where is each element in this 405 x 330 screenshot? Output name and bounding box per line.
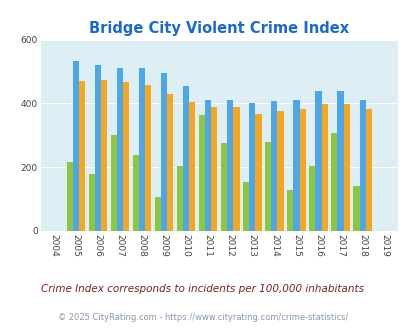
Bar (161, 73, 167, 231)
Bar (249, 103, 255, 231)
Bar (277, 111, 283, 231)
Bar (321, 104, 327, 231)
Bar (255, 114, 261, 231)
Bar (95, 65, 101, 231)
Bar (101, 80, 107, 231)
Bar (132, 155, 139, 231)
Bar (117, 68, 123, 231)
Bar (299, 109, 305, 231)
Bar (177, 166, 183, 231)
Bar (352, 186, 358, 231)
Bar (88, 174, 95, 231)
Bar (111, 135, 117, 231)
Bar (79, 81, 85, 231)
Bar (183, 86, 189, 231)
Bar (233, 107, 239, 231)
Title: Bridge City Violent Crime Index: Bridge City Violent Crime Index (89, 21, 348, 36)
Bar (271, 101, 277, 231)
Bar (293, 100, 299, 231)
Bar (286, 190, 293, 231)
Text: © 2025 CityRating.com - https://www.cityrating.com/crime-statistics/: © 2025 CityRating.com - https://www.city… (58, 313, 347, 322)
Bar (365, 109, 371, 231)
Bar (167, 94, 173, 231)
Bar (337, 91, 343, 231)
Bar (315, 91, 321, 231)
Bar (343, 104, 349, 231)
Bar (139, 68, 145, 231)
Bar (211, 107, 217, 231)
Bar (309, 166, 315, 231)
Bar (198, 115, 205, 231)
Bar (205, 100, 211, 231)
Bar (66, 162, 72, 231)
Bar (123, 82, 129, 231)
Bar (72, 61, 79, 231)
Bar (189, 102, 195, 231)
Bar (264, 142, 271, 231)
Bar (358, 100, 365, 231)
Text: Crime Index corresponds to incidents per 100,000 inhabitants: Crime Index corresponds to incidents per… (41, 284, 364, 294)
Bar (145, 85, 151, 231)
Bar (220, 143, 227, 231)
Bar (243, 182, 249, 231)
Bar (330, 133, 337, 231)
Bar (227, 100, 233, 231)
Bar (154, 197, 161, 231)
